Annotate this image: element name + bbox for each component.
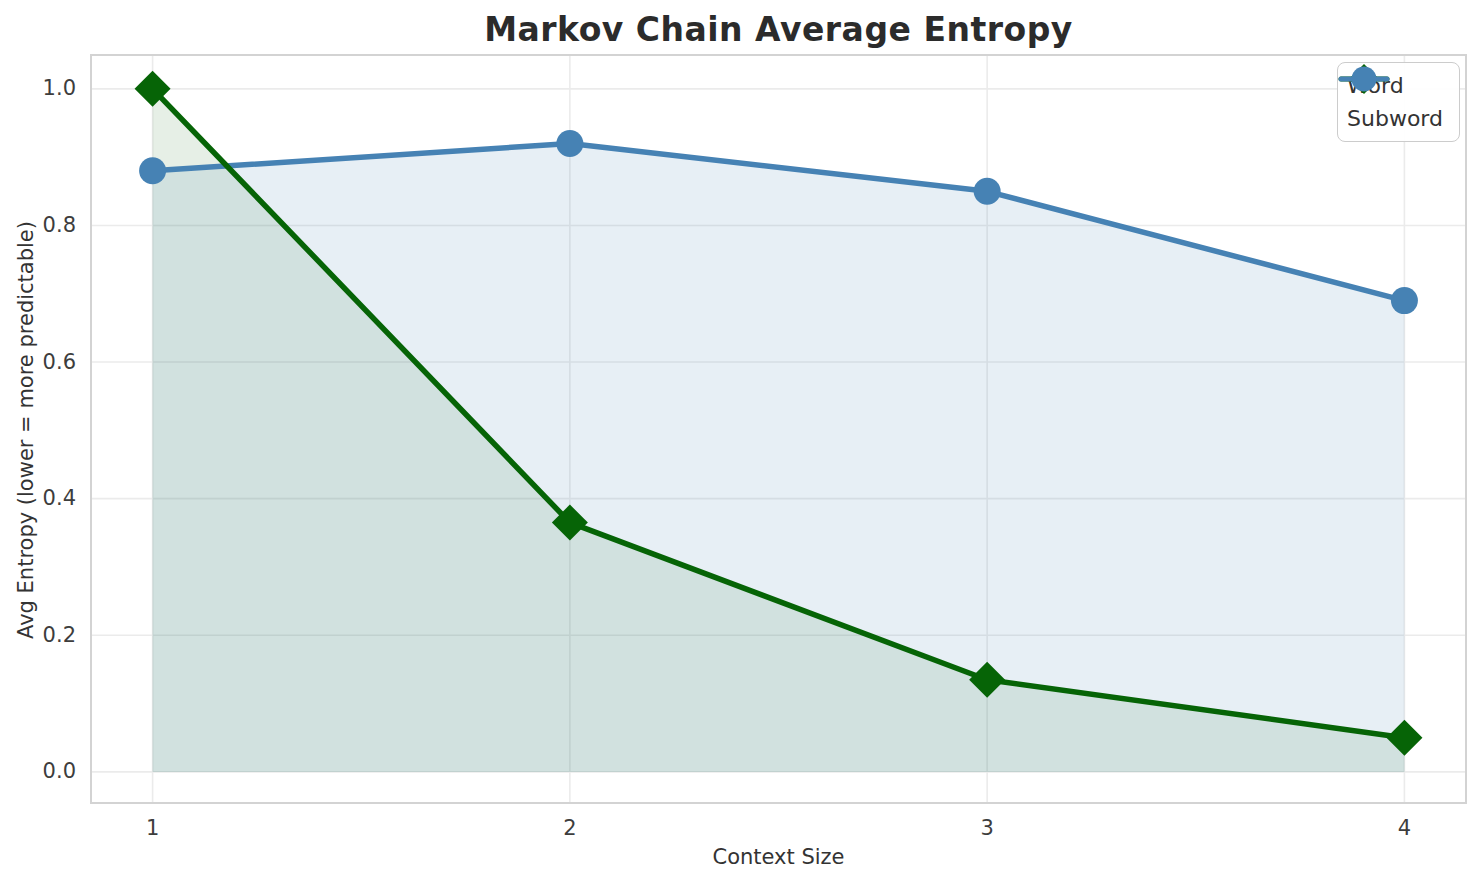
y-tick-label: 0.0 — [0, 759, 76, 784]
chart-title: Markov Chain Average Entropy — [90, 10, 1467, 49]
x-tick-label: 4 — [1398, 816, 1411, 841]
y-axis-label: Avg Entropy (lower = more predictable) — [14, 220, 38, 640]
y-tick-label: 0.6 — [0, 350, 76, 375]
legend-item-subword: Subword — [1347, 103, 1443, 134]
plot-canvas — [90, 54, 1467, 804]
x-tick-label: 1 — [146, 816, 159, 841]
x-axis-label: Context Size — [90, 845, 1467, 869]
series-subword-marker — [1391, 287, 1418, 314]
y-tick-label: 0.8 — [0, 213, 76, 238]
legend-label: Subword — [1347, 108, 1443, 130]
series-subword-marker — [556, 130, 583, 157]
plot-area: WordSubword — [90, 54, 1467, 804]
x-tick-label: 3 — [980, 816, 993, 841]
circle-marker-icon — [1338, 63, 1390, 95]
y-tick-label: 1.0 — [0, 76, 76, 101]
y-tick-label: 0.2 — [0, 623, 76, 648]
y-tick-label: 0.4 — [0, 486, 76, 511]
x-tick-label: 2 — [563, 816, 576, 841]
series-subword-fill — [153, 144, 1405, 772]
figure: Markov Chain Average Entropy WordSubword… — [0, 0, 1484, 885]
series-subword-marker — [139, 157, 166, 184]
series-subword-marker — [974, 178, 1001, 205]
legend: WordSubword — [1337, 62, 1460, 142]
